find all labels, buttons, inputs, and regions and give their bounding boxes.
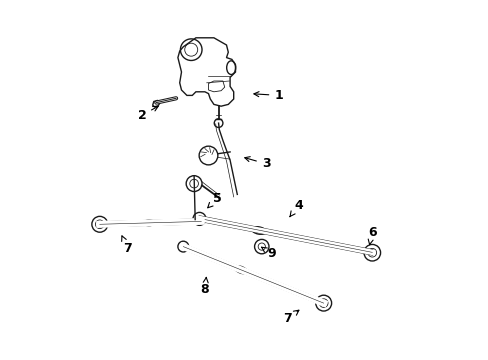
Text: 9: 9: [261, 247, 275, 260]
Text: 5: 5: [207, 192, 222, 208]
Text: 6: 6: [367, 226, 376, 245]
Text: 3: 3: [244, 157, 270, 170]
Text: 8: 8: [200, 277, 209, 296]
Text: 2: 2: [137, 106, 158, 122]
Text: 7: 7: [122, 236, 132, 255]
Text: 4: 4: [289, 199, 302, 217]
Text: 1: 1: [253, 89, 283, 102]
Text: 7: 7: [283, 310, 298, 325]
